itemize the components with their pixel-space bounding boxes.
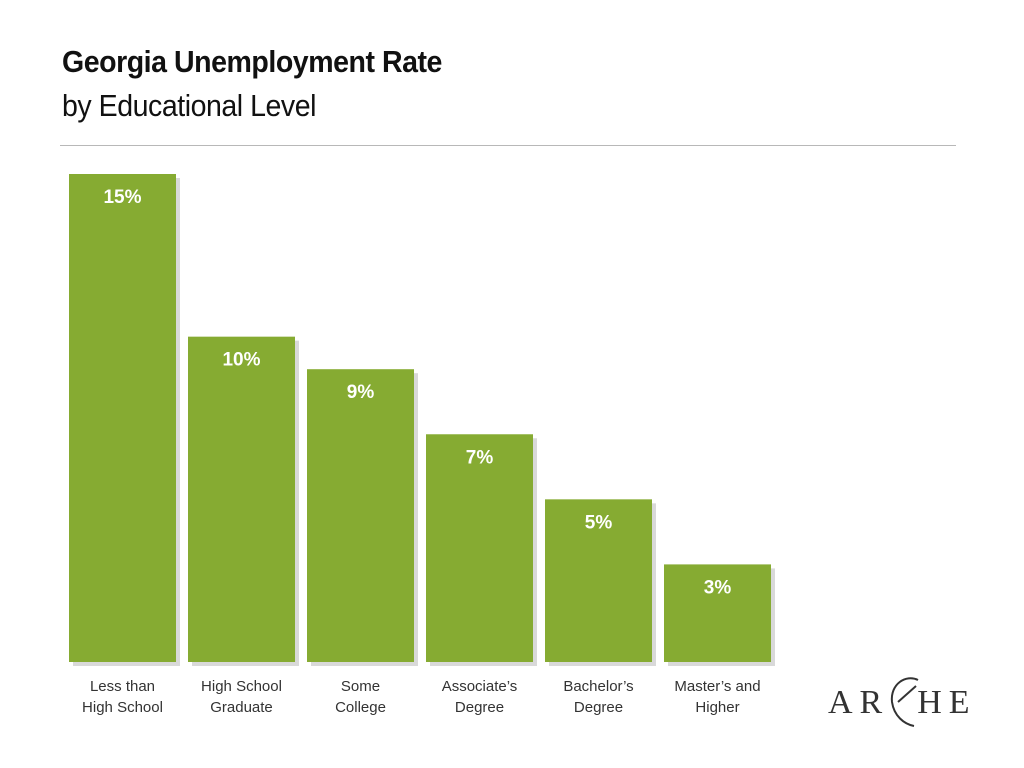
bar (664, 564, 771, 662)
category-label: Graduate (210, 699, 273, 716)
bar-value-label: 5% (585, 512, 613, 533)
category-label: High School (201, 678, 282, 695)
category-label: High School (82, 699, 163, 716)
bar (69, 174, 176, 662)
category-label: Higher (695, 699, 739, 716)
category-label: College (335, 699, 386, 716)
header-divider (60, 145, 956, 146)
bar (307, 369, 414, 662)
bar (545, 499, 652, 662)
chart-subtitle: by Educational Level (62, 88, 317, 123)
bar-value-label: 7% (466, 447, 494, 468)
logo-c-mark (890, 677, 919, 727)
category-label: Some (341, 678, 380, 695)
arche-logo: AR HE (828, 684, 977, 722)
category-label: Bachelor’s (563, 678, 633, 695)
bar-value-label: 9% (347, 382, 375, 403)
bar-value-label: 10% (222, 350, 260, 371)
bar-value-label: 3% (704, 577, 732, 598)
category-label: Master’s and (674, 678, 760, 695)
category-label: Degree (574, 699, 623, 716)
category-label: Less than (90, 678, 155, 695)
bar-value-label: 15% (103, 187, 141, 208)
logo-text: AR HE (828, 684, 977, 721)
bar (426, 434, 533, 662)
category-label: Degree (455, 699, 504, 716)
chart-title: Georgia Unemployment Rate (62, 44, 442, 79)
category-label: Associate’s (442, 678, 518, 695)
bar (188, 336, 295, 662)
